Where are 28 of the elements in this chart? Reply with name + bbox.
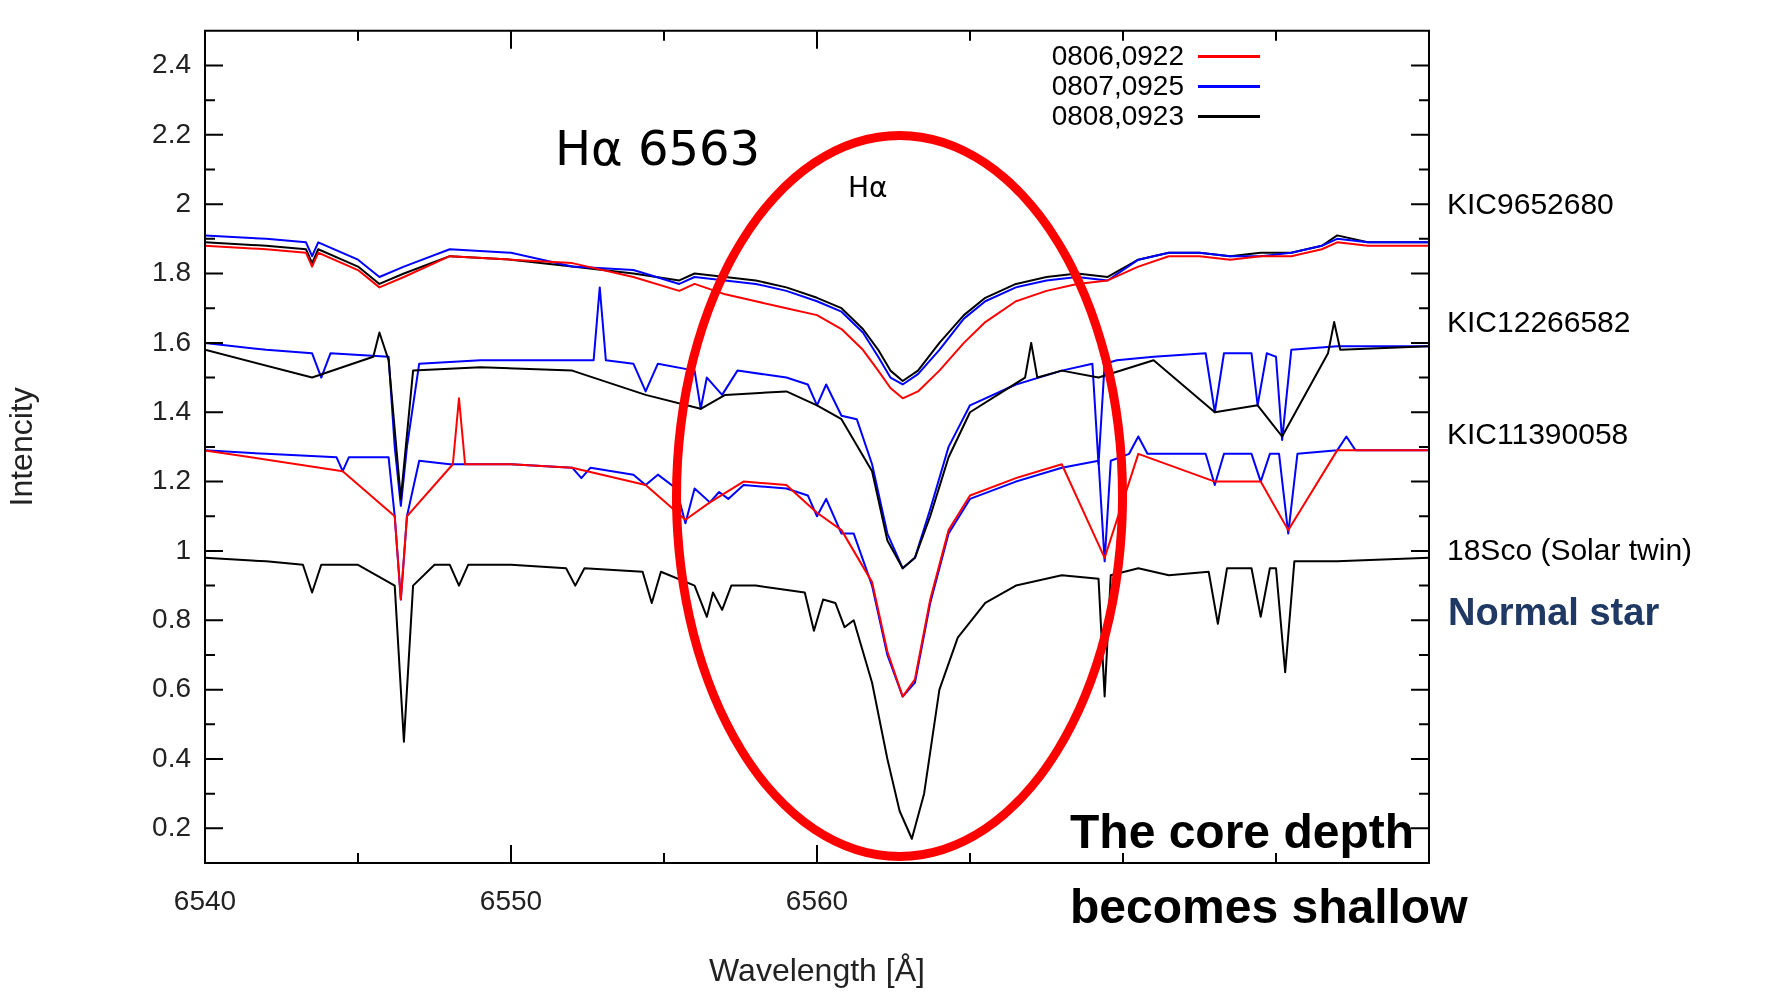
y-tick-label: 1.8 [152, 256, 191, 288]
y-tick-label: 2.4 [152, 48, 191, 80]
text: Normal star [1448, 591, 1660, 634]
y-tick-label: 1 [175, 533, 191, 565]
x-axis-title: Wavelength [Å] [709, 951, 925, 988]
y-tick-label: 2.2 [152, 117, 191, 149]
legend-label: 0808,0923 [1051, 100, 1184, 131]
y-tick-label: 1.4 [152, 394, 191, 426]
text: KIC11390058 [1447, 417, 1629, 451]
y-tick-label: 1.6 [152, 325, 191, 357]
annotation: The core depth becomes shallow [1070, 805, 1469, 934]
y-tick-label: 2 [175, 186, 191, 218]
text: KIC12266582 [1447, 305, 1631, 339]
legend-label: 0806,0922 [1051, 40, 1184, 71]
x-tick-label: 6560 [785, 884, 849, 916]
y-tick-label: 0.4 [152, 741, 191, 773]
y-tick-label: 0.6 [152, 672, 191, 704]
annotation: Hα [848, 171, 888, 205]
y-tick-label: 0.8 [152, 602, 191, 634]
annotation: Hα 6563 [555, 120, 761, 177]
y-axis-title: Intencity [3, 387, 40, 507]
text: KIC9652680 [1447, 187, 1614, 221]
y-tick-label: 1.2 [152, 464, 191, 496]
legend-label: 0807,0925 [1051, 70, 1184, 101]
text: 18Sco (Solar twin) [1447, 533, 1693, 567]
x-tick-label: 6540 [173, 884, 237, 916]
x-tick-label: 6550 [479, 884, 543, 916]
y-tick-label: 0.2 [152, 811, 191, 843]
